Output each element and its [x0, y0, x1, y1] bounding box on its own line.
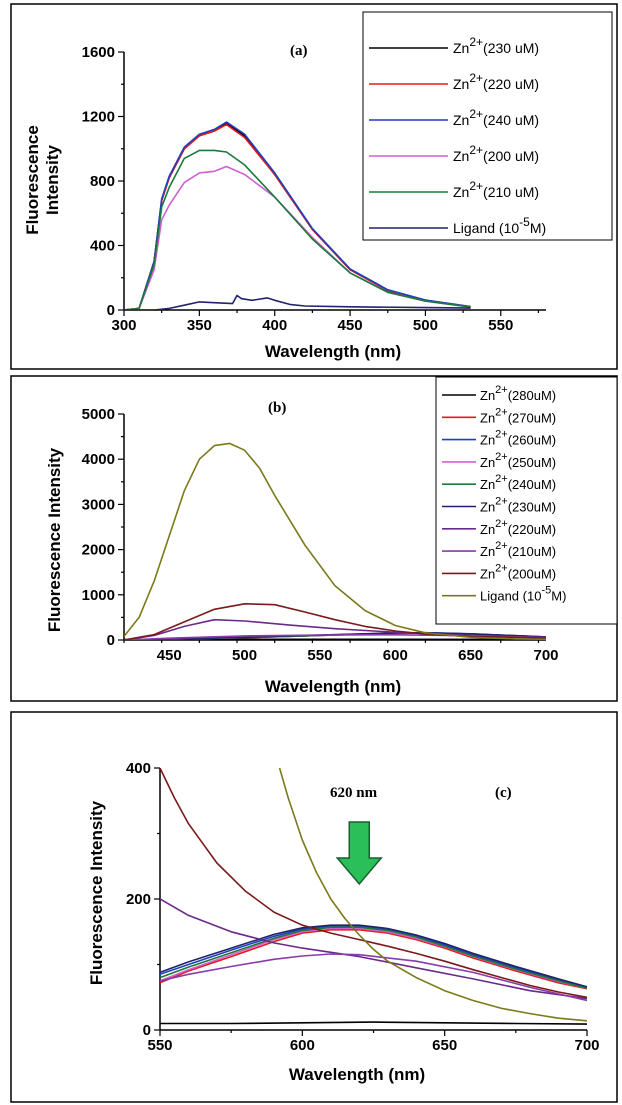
legend-label: Zn2+(200uM)	[480, 562, 556, 581]
legend-label: Zn2+(240 uM)	[453, 107, 539, 128]
panel-a-label: (a)	[290, 43, 308, 59]
y-tick-label: 400	[90, 238, 115, 255]
x-tick-label: 600	[290, 1037, 315, 1054]
series-line	[124, 442, 546, 640]
y-tick-label: 0	[143, 1022, 151, 1039]
series-line	[160, 928, 587, 990]
legend-label: Zn2+(210 uM)	[453, 179, 539, 200]
legend-label: Zn2+(230 uM)	[453, 35, 539, 56]
x-tick-label: 700	[574, 1037, 599, 1054]
x-tick-label: 450	[338, 317, 363, 334]
panel-c-xlabel: Wavelength (nm)	[289, 1065, 425, 1084]
x-tick-label: 550	[307, 647, 332, 664]
y-tick-label: 1200	[82, 109, 115, 126]
panel-b-label: (b)	[268, 400, 286, 416]
legend-label: Zn2+(220uM)	[480, 518, 556, 537]
x-tick-label: 500	[413, 317, 438, 334]
legend-box	[362, 11, 613, 241]
x-tick-label: 350	[187, 317, 212, 334]
x-tick-label: 650	[458, 647, 483, 664]
legend-label: Ligand (10-5M)	[480, 585, 566, 604]
panel-b: 450 500 550 600 650 700 0 1000 2000 3000 4000 5000 Z…	[82, 376, 618, 664]
panel-a: 300 350 400 450 500 550 0 400 800 1200 1600 Zn2+(23…	[23, 11, 613, 334]
panel-c-label: (c)	[495, 785, 512, 801]
y-tick-label: 400	[126, 760, 151, 777]
legend-label: Ligand (10-5M)	[453, 215, 546, 236]
x-tick-label: 500	[232, 647, 257, 664]
panel-a-ylabel-line1: Fluorescence	[23, 125, 42, 235]
legend-label: Zn2+(220 uM)	[453, 71, 539, 92]
x-tick-label: 450	[157, 647, 182, 664]
y-tick-label: 0	[107, 632, 115, 649]
y-tick-label: 1600	[82, 44, 115, 61]
legend-label: Zn2+(250uM)	[480, 451, 556, 470]
panel-c: 550 600 650 700 0 200 400	[126, 760, 600, 1054]
series-line	[124, 602, 546, 640]
y-tick-label: 2000	[82, 542, 115, 559]
series-line	[160, 953, 587, 1002]
y-tick-label: 5000	[82, 406, 115, 423]
arrow-icon	[335, 821, 383, 886]
panel-b-xlabel: Wavelength (nm)	[265, 677, 401, 696]
y-tick-label: 4000	[82, 451, 115, 468]
y-tick-label: 200	[126, 891, 151, 908]
series-line	[160, 926, 587, 989]
x-tick-label: 550	[147, 1037, 172, 1054]
series-line	[160, 1021, 587, 1025]
legend-box	[435, 376, 618, 625]
x-tick-label: 700	[533, 647, 558, 664]
series-line	[124, 631, 546, 640]
panel-b-ylabel: Fluorescence Intensity	[45, 447, 64, 632]
legend-label: Zn2+(240uM)	[480, 473, 556, 492]
y-tick-label: 800	[90, 173, 115, 190]
x-tick-label: 300	[111, 317, 136, 334]
legend-label: Zn2+(210uM)	[480, 540, 556, 559]
x-tick-label: 550	[488, 317, 513, 334]
panel-c-ylabel: Fluorescence Intensity	[87, 800, 106, 985]
legend-label: Zn2+(270uM)	[480, 406, 556, 425]
panel-c-frame	[10, 711, 618, 1103]
legend-label: Zn2+(200 uM)	[453, 143, 539, 164]
series-line	[124, 294, 471, 310]
series-line	[160, 898, 587, 1000]
series-line	[124, 149, 471, 310]
legend-label: Zn2+(230uM)	[480, 496, 556, 515]
series-line	[160, 924, 587, 988]
x-tick-label: 650	[432, 1037, 457, 1054]
x-tick-label: 400	[262, 317, 287, 334]
series-line	[278, 768, 587, 1022]
panel-a-frame	[10, 3, 618, 370]
y-tick-label: 3000	[82, 496, 115, 513]
y-tick-label: 1000	[82, 587, 115, 604]
panel-a-xlabel: Wavelength (nm)	[265, 342, 401, 361]
panel-c-annotation: 620 nm	[330, 785, 378, 801]
y-tick-label: 0	[107, 302, 115, 319]
x-tick-label: 600	[383, 647, 408, 664]
legend-label: Zn2+(260uM)	[480, 429, 556, 448]
panel-a-ylabel-line2: Intensity	[43, 145, 62, 215]
series-line	[160, 768, 587, 999]
legend-label: Zn2+(280uM)	[480, 384, 556, 403]
